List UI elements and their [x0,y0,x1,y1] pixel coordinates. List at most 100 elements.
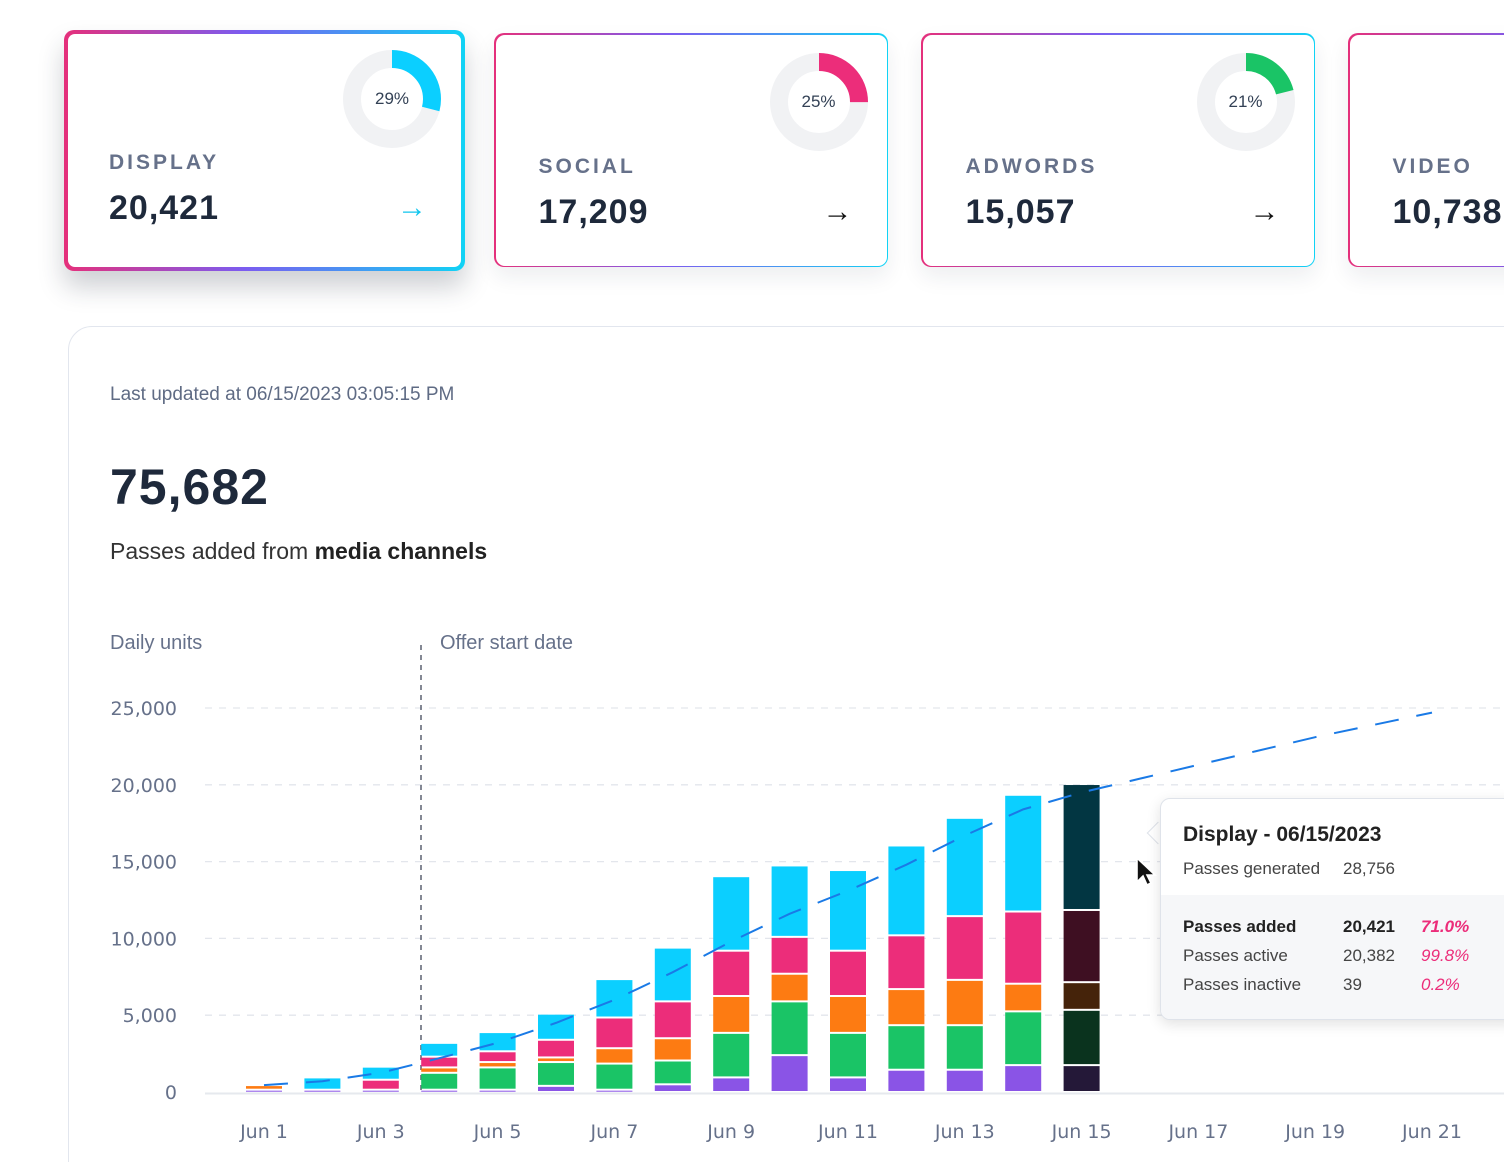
bar-segment-social[interactable] [830,951,866,995]
bar-segment-other[interactable] [246,1086,282,1089]
bar-segment-social[interactable] [362,1080,399,1089]
bar-segment-other[interactable] [654,1039,691,1060]
bar-segment-adwords[interactable] [946,1026,983,1069]
donut-percent-label: 29% [374,89,410,108]
bar-segment-adwords[interactable] [596,1064,633,1089]
bar-segment-social[interactable] [479,1052,516,1062]
bar-segment-social[interactable] [654,1002,691,1038]
row-label: Passes added [1183,917,1297,936]
x-axis-ticks: Jun 1 Jun 3 Jun 5 Jun 7 Jun 9 Jun 11 Jun 13 Jun… [239,1121,1462,1143]
bar-segment-other[interactable] [830,997,866,1032]
tooltip-generated-label: Passes generated [1183,859,1321,878]
bar-segment-display[interactable] [596,980,633,1017]
bar-segment-display[interactable] [1005,795,1042,911]
card-label: SOCIAL [538,154,636,178]
bar-segment-adwords[interactable] [888,1026,925,1069]
channel-card-adwords[interactable]: 21% ADWORDS 15,057 → [921,33,1315,267]
donut-fill [769,52,868,151]
bar-segment-other[interactable] [713,997,750,1032]
bar-segment-display[interactable] [713,877,750,950]
row-label: Passes inactive [1183,975,1302,994]
bar-segment-display[interactable] [888,846,925,935]
bar-segment-other[interactable] [421,1068,458,1072]
bar-segment-video[interactable] [362,1090,399,1092]
row-value: 20,382 [1343,946,1395,965]
card-body: 21% ADWORDS 15,057 → [922,34,1314,266]
bar-segment-adwords[interactable] [654,1061,691,1084]
bar-segment-video[interactable] [654,1085,691,1091]
tooltip-row-active: Passes active 20,382 99.8% [1183,946,1504,968]
bar-segment-other[interactable] [538,1058,574,1062]
donut-percent-label: 21% [1228,91,1263,111]
bars [246,785,1100,1092]
x-tick-label: Jun 5 [473,1121,522,1143]
bar-segment-other[interactable] [479,1063,516,1067]
tooltip-row-inactive: Passes inactive 39 0.2% [1183,975,1504,997]
bar-segment-display[interactable] [362,1067,399,1079]
bar-segment-display[interactable] [654,948,691,1001]
bar-segment-video[interactable] [713,1078,750,1091]
card-label: DISPLAY [109,151,220,174]
y-tick-label: 5,000 [123,1005,177,1027]
bar-segment-other[interactable] [1005,984,1042,1011]
bar-segment-display[interactable] [421,1043,458,1056]
arrow-right-icon[interactable]: → [397,191,427,224]
bar-segment-adwords[interactable] [479,1068,516,1089]
bar-segment-video[interactable] [946,1070,983,1091]
bar-segment-display[interactable] [830,871,866,950]
bar-segment-social[interactable] [596,1018,633,1048]
bar-segment-social[interactable] [946,917,983,979]
bar-segment-adwords[interactable] [1005,1012,1042,1065]
card-value: 17,209 [538,192,649,231]
bar-segment-display[interactable] [479,1033,516,1051]
bar-segment-adwords[interactable] [713,1033,750,1077]
bar-segment-video[interactable] [246,1090,282,1092]
x-tick-label: Jun 21 [1401,1121,1462,1143]
bar-segment-other[interactable] [888,990,925,1025]
arrow-right-icon[interactable]: → [1249,194,1280,228]
channel-card-social[interactable]: 25% SOCIAL 17,209 → [494,33,888,267]
x-tick-label: Jun 1 [239,1121,288,1143]
bar-segment-adwords[interactable] [538,1063,574,1085]
bar-segment-video[interactable] [771,1056,808,1091]
bar-segment-other[interactable] [946,980,983,1025]
bar-segment-other[interactable] [1063,983,1100,1009]
bar-segment-video[interactable] [304,1090,341,1092]
chart-tooltip: Display - 06/15/2023 Passes generated 28… [1160,798,1504,1020]
bar-segment-adwords[interactable] [1063,1010,1100,1065]
chart-subtitle: Passes added from media channels [110,538,487,565]
channel-card-display[interactable]: 29% DISPLAY 20,421 → [64,30,465,271]
bar-segment-other[interactable] [771,974,808,1001]
bar-segment-display[interactable] [1063,785,1100,909]
bar-segment-social[interactable] [1063,910,1100,982]
bar-segment-video[interactable] [830,1078,866,1091]
bar-segment-adwords[interactable] [830,1033,866,1077]
bar-segment-social[interactable] [1005,912,1042,983]
channel-card-video[interactable]: VIDEO 10,738 [1348,33,1504,267]
bar-segment-video[interactable] [479,1090,516,1092]
bar-segment-video[interactable] [888,1070,925,1091]
bar-segment-video[interactable] [421,1090,458,1092]
bar-segment-display[interactable] [304,1078,341,1089]
bar-segment-social[interactable] [538,1040,574,1057]
bar-segment-display[interactable] [771,866,808,936]
row-label: Passes active [1183,946,1288,965]
bar-segment-video[interactable] [1005,1066,1042,1091]
card-label: VIDEO [1392,154,1473,178]
bar-segment-social[interactable] [888,936,925,989]
bar-segment-video[interactable] [538,1086,574,1091]
y-tick-label: 25,000 [111,698,177,720]
bar-segment-video[interactable] [596,1090,633,1092]
channel-cards: 29% DISPLAY 20,421 → 25% SOCIAL 17,209 → 21% ADWO… [0,0,1504,300]
bar-segment-display[interactable] [946,818,983,916]
bar-segment-other[interactable] [596,1049,633,1063]
bar-segment-social[interactable] [713,951,750,995]
card-body: 25% SOCIAL 17,209 → [495,34,887,266]
arrow-right-icon[interactable]: → [822,194,853,228]
bar-segment-video[interactable] [1063,1066,1100,1091]
bar-segment-adwords[interactable] [771,1002,808,1055]
bar-segment-adwords[interactable] [421,1073,458,1089]
row-percent: 71.0% [1421,917,1470,936]
bar-segment-social[interactable] [421,1057,458,1067]
bar-segment-social[interactable] [771,937,808,973]
